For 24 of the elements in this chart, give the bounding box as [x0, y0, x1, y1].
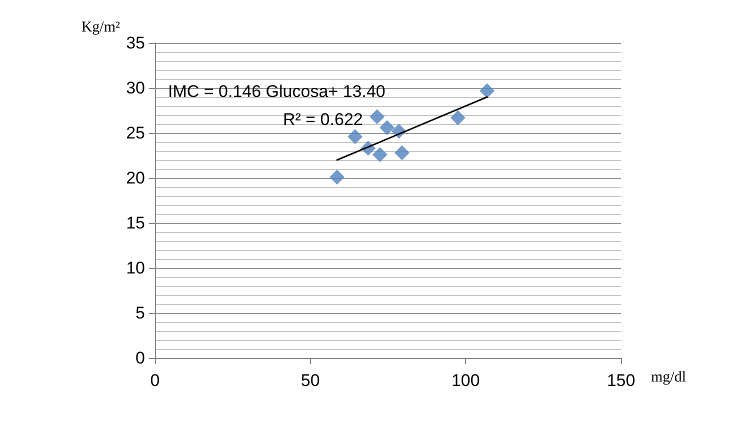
point: [372, 147, 388, 162]
annotation: R² = 0.622: [283, 110, 363, 129]
y-tick-label: 30: [126, 78, 145, 98]
point: [394, 145, 410, 160]
point: [450, 110, 466, 126]
y-tick-label: 10: [126, 258, 145, 278]
point: [370, 109, 385, 124]
x-tick-label: 150: [606, 371, 636, 390]
y-tick-label: 15: [126, 214, 145, 232]
y-tick-label: 5: [136, 304, 145, 322]
y-tick-label: 20: [126, 168, 145, 188]
y-axis-title: Kg/m²: [81, 20, 120, 36]
point: [330, 170, 345, 185]
x-tick-label: 100: [451, 371, 480, 390]
x-tick-label: 0: [150, 371, 160, 390]
x-axis-title: mg/dl: [651, 370, 686, 386]
x-tick-label: 50: [300, 371, 320, 390]
annotation: IMC = 0.146 Glucosa+ 13.40: [168, 82, 386, 101]
point: [348, 129, 363, 144]
point: [380, 120, 395, 136]
y-tick-label: 25: [126, 124, 145, 142]
y-tick-label: 0: [136, 348, 145, 368]
point: [480, 83, 495, 98]
y-tick-label: 35: [126, 34, 145, 52]
